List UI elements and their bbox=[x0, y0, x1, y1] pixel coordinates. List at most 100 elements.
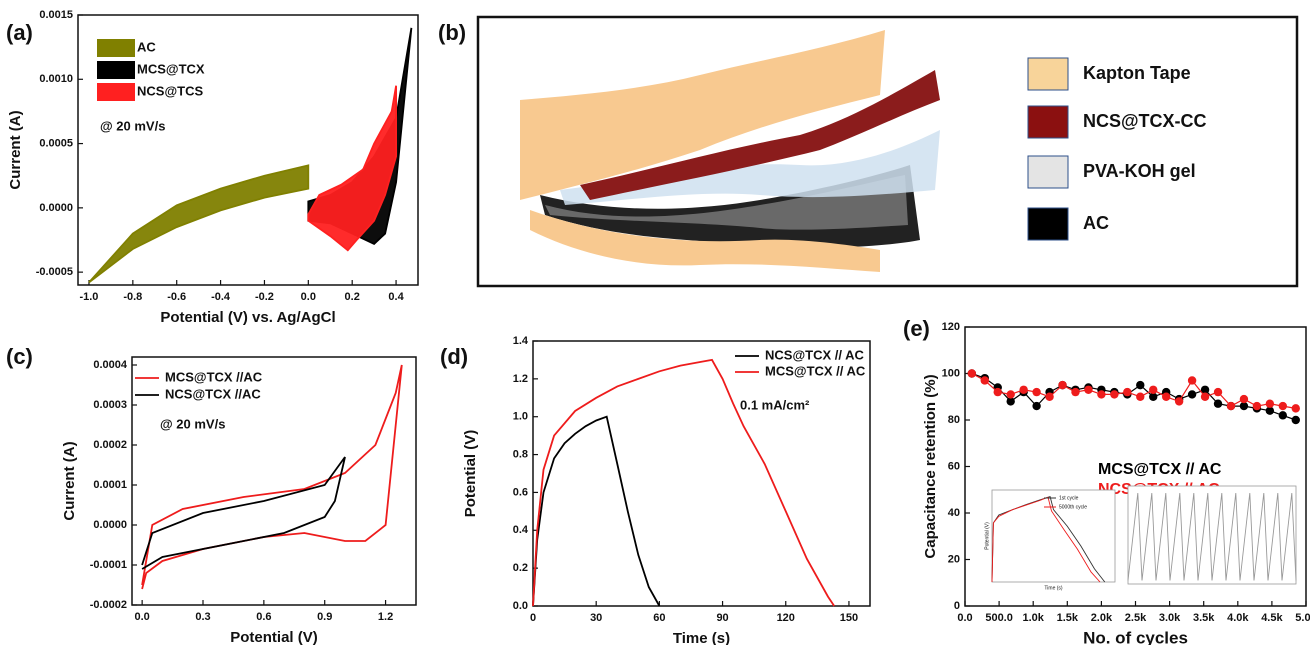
legend-label: MCS@TCX //AC bbox=[165, 369, 263, 384]
legend-label: 1st cycle bbox=[1059, 495, 1079, 501]
cc-layer bbox=[580, 70, 940, 200]
legend-label: 5000th cycle bbox=[1059, 504, 1087, 510]
legend-swatch bbox=[1027, 207, 1069, 241]
legend-label: PVA-KOH gel bbox=[1083, 161, 1196, 181]
series-line bbox=[141, 456, 346, 570]
data-point bbox=[1110, 390, 1119, 399]
x-tick-label: 5.0k bbox=[1295, 612, 1310, 624]
device-illustration bbox=[476, 15, 1299, 288]
series-line bbox=[1127, 492, 1297, 581]
plot-frame bbox=[532, 340, 871, 607]
x-tick-label: 60 bbox=[653, 612, 665, 624]
legend-label: MCS@TCX // AC bbox=[765, 363, 866, 378]
y-tick-label: 100 bbox=[942, 367, 960, 379]
plot-frame bbox=[991, 489, 1116, 583]
y-axis-label: Potential (V) bbox=[984, 522, 990, 550]
x-tick-label: -0.2 bbox=[255, 291, 274, 303]
data-point bbox=[1265, 399, 1275, 408]
data-point bbox=[1252, 401, 1262, 411]
y-axis-label: Current (A) bbox=[61, 441, 78, 520]
x-tick-label: 0.2 bbox=[345, 291, 360, 303]
y-tick-label: 1.2 bbox=[513, 373, 528, 385]
y-tick-label: 0.0003 bbox=[93, 399, 127, 411]
data-point bbox=[1032, 387, 1041, 397]
y-tick-label: -0.0005 bbox=[36, 266, 73, 278]
legend-label: AC bbox=[1083, 213, 1109, 233]
x-axis-label: Potential (V) vs. Ag/AgCl bbox=[160, 309, 335, 326]
x-tick-label: 1.5k bbox=[1057, 612, 1079, 624]
data-point bbox=[1161, 392, 1171, 401]
data-point bbox=[1213, 399, 1223, 408]
y-tick-label: 0.8 bbox=[513, 448, 528, 460]
legend-label: NCS@TCX-CC bbox=[1083, 111, 1207, 131]
legend-label: NCS@TCX // AC bbox=[765, 347, 864, 362]
y-tick-label: 1.0 bbox=[513, 411, 528, 423]
legend-label: MCS@TCX bbox=[137, 61, 205, 76]
legend-label: NCS@TCX //AC bbox=[165, 386, 261, 401]
y-tick-label: 40 bbox=[948, 507, 960, 519]
data-point bbox=[1187, 376, 1197, 385]
series-line bbox=[532, 358, 835, 607]
y-tick-label: 0.0015 bbox=[39, 9, 73, 21]
data-point bbox=[1200, 392, 1210, 401]
data-point bbox=[1265, 406, 1275, 415]
kapton-top bbox=[520, 30, 885, 200]
x-tick-label: 0 bbox=[530, 612, 536, 624]
x-tick-label: -0.4 bbox=[211, 291, 231, 303]
y-tick-label: 1.4 bbox=[513, 335, 529, 347]
x-tick-label: 120 bbox=[777, 612, 795, 624]
x-tick-label: 2.5k bbox=[1125, 612, 1147, 624]
y-tick-label: 0.0002 bbox=[93, 439, 127, 451]
legend-swatch bbox=[97, 61, 135, 79]
data-point bbox=[1200, 385, 1210, 394]
x-tick-label: 1.0k bbox=[1022, 612, 1044, 624]
x-tick-label: 0.4 bbox=[388, 291, 404, 303]
ac-shade bbox=[545, 175, 908, 230]
legend-swatch bbox=[97, 39, 135, 57]
legend-label: MCS@TCX // AC bbox=[1098, 461, 1222, 478]
x-tick-label: -0.6 bbox=[167, 291, 186, 303]
y-tick-label: 120 bbox=[942, 321, 960, 333]
data-point bbox=[1226, 401, 1236, 411]
data-point bbox=[1019, 385, 1028, 394]
data-point bbox=[1149, 392, 1158, 401]
data-point bbox=[1239, 401, 1249, 411]
annotation: 0.1 mA/cm² bbox=[740, 397, 810, 412]
y-tick-label: 0.0004 bbox=[93, 359, 128, 371]
data-point bbox=[1291, 415, 1300, 425]
data-point bbox=[967, 369, 977, 378]
x-tick-label: 1.2 bbox=[378, 611, 393, 623]
x-axis-label: Time (s) bbox=[1044, 585, 1062, 591]
data-point bbox=[1149, 385, 1158, 394]
y-axis-label: Capacitance retention (%) bbox=[922, 374, 939, 558]
y-tick-label: 0.4 bbox=[513, 524, 529, 536]
data-point bbox=[1045, 392, 1054, 401]
y-tick-label: 0 bbox=[954, 600, 960, 612]
panel-label: (d) bbox=[440, 344, 468, 369]
x-tick-label: 500.0 bbox=[985, 612, 1013, 624]
data-point bbox=[1278, 411, 1288, 420]
data-point bbox=[1097, 390, 1106, 399]
panel-label: (b) bbox=[438, 20, 466, 45]
legend-label: NCS@TCS bbox=[137, 83, 203, 98]
annotation: @ 20 mV/s bbox=[160, 416, 225, 431]
data-point bbox=[1278, 401, 1288, 411]
data-point bbox=[1123, 387, 1132, 397]
plot-frame bbox=[1127, 485, 1297, 585]
legend-swatch bbox=[97, 83, 135, 101]
x-axis-label: Time (s) bbox=[673, 630, 730, 645]
y-tick-label: -0.0002 bbox=[90, 599, 127, 611]
x-tick-label: 0.3 bbox=[195, 611, 210, 623]
diagram-frame bbox=[476, 15, 1299, 288]
y-tick-label: 0.6 bbox=[513, 486, 528, 498]
data-point bbox=[1084, 385, 1093, 394]
data-point bbox=[993, 387, 1002, 397]
y-axis-label: Current (A) bbox=[7, 110, 24, 189]
y-tick-label: -0.0001 bbox=[90, 559, 127, 571]
cv-area bbox=[88, 164, 310, 284]
data-point bbox=[1006, 397, 1015, 406]
x-tick-label: 90 bbox=[716, 612, 728, 624]
cv-area bbox=[307, 85, 397, 252]
y-tick-label: 0.0000 bbox=[39, 202, 73, 214]
